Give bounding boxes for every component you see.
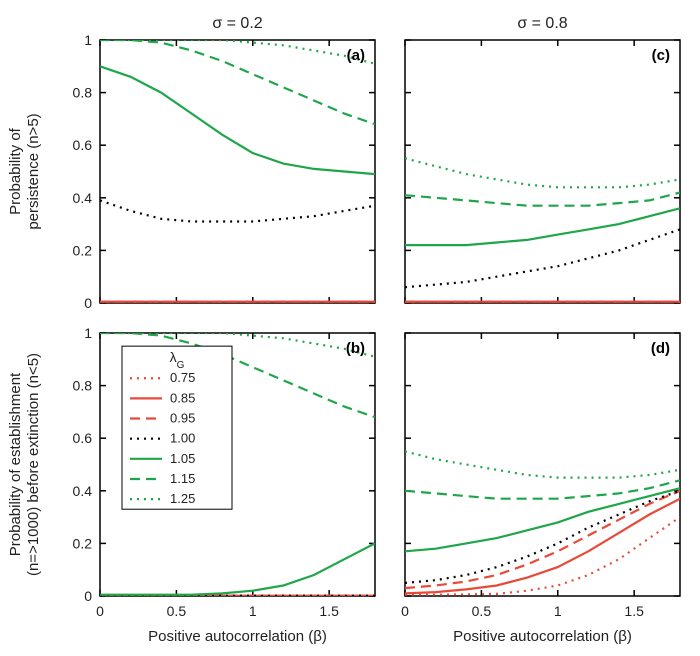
y-tick-label: 0.4 (73, 190, 93, 206)
series-line (405, 491, 680, 583)
x-tick-label: 1 (249, 603, 257, 619)
legend-label: 1.00 (170, 431, 195, 446)
panel-tag: (b) (346, 340, 365, 357)
legend-label: 1.05 (170, 451, 195, 466)
y-tick-label: 0 (84, 295, 92, 311)
y-axis-label: Probability ofpersistence (n>5) (7, 113, 42, 229)
x-tick-label: 0 (96, 603, 104, 619)
chart-svg: σ = 0.2 σ = 0.8 Probability ofpersistence … (0, 0, 700, 656)
legend-label: 0.95 (170, 411, 195, 426)
series-line (405, 480, 680, 498)
column-title: σ = 0.8 (517, 15, 567, 32)
x-tick-label: 0.5 (472, 603, 492, 619)
series-line (100, 200, 375, 221)
svg-text:persistence (n>5): persistence (n>5) (25, 113, 42, 229)
panel-tag: (c) (652, 47, 670, 64)
y-tick-label: 1 (84, 325, 92, 341)
series-line (405, 158, 680, 187)
panel-d: 0 0.5 1 1.5 (d) Positive autocorrelation (β) (401, 333, 680, 645)
y-tick-label: 1 (84, 32, 92, 48)
panel-tag: (d) (651, 340, 670, 357)
x-tick-label: 1 (554, 603, 562, 619)
y-tick-label: 0.8 (73, 85, 93, 101)
figure-container: { "figure": { "width": 700, "height": 65… (0, 0, 700, 656)
svg-text:Probability of establishment: Probability of establishment (7, 372, 24, 556)
svg-text:Probability of: Probability of (7, 127, 24, 215)
series-line (100, 543, 375, 594)
series-line (405, 208, 680, 245)
panel-a: 0 0.2 0.4 0.6 0.8 1 (a) (73, 32, 375, 311)
x-tick-label: 1.5 (319, 603, 339, 619)
series-line (100, 66, 375, 174)
legend: λG0.750.850.951.001.051.151.25 (122, 346, 232, 509)
series-line (405, 451, 680, 477)
y-tick-label: 0.2 (73, 535, 93, 551)
x-axis-label: Positive autocorrelation (β) (453, 628, 632, 645)
panel-frame (405, 40, 680, 303)
y-tick-label: 0.8 (73, 378, 93, 394)
legend-label: 1.25 (170, 491, 195, 506)
x-tick-label: 0.5 (167, 603, 187, 619)
y-tick-label: 0.6 (73, 137, 93, 153)
series-line (405, 193, 680, 206)
legend-label: 0.75 (170, 370, 195, 385)
panel-c: (c) (405, 40, 680, 303)
y-tick-label: 0.4 (73, 483, 93, 499)
x-axis-label: Positive autocorrelation (β) (148, 628, 327, 645)
y-axis-label: Probability of establishment(n=>1000) be… (7, 353, 42, 576)
series-line (100, 40, 375, 64)
column-title: σ = 0.2 (212, 15, 262, 32)
y-tick-label: 0.2 (73, 242, 93, 258)
x-tick-label: 1.5 (624, 603, 644, 619)
panel-frame (405, 333, 680, 596)
svg-text:(n=>1000) before extinction (n: (n=>1000) before extinction (n<5) (25, 353, 42, 576)
legend-label: 1.15 (170, 471, 195, 486)
legend-label: 0.85 (170, 390, 195, 405)
x-tick-label: 0 (401, 603, 409, 619)
panel-tag: (a) (347, 47, 365, 64)
y-tick-label: 0 (84, 588, 92, 604)
y-tick-label: 0.6 (73, 430, 93, 446)
